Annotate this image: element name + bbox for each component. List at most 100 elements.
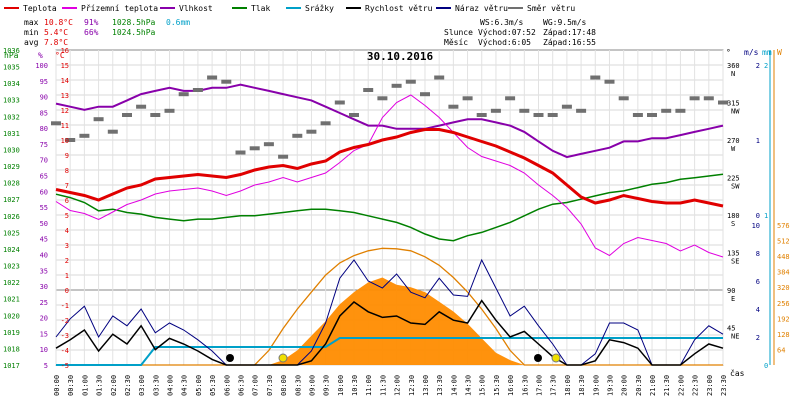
stat-min-press: 1024.5hPa [112,28,156,37]
axis-ms-tick: 0 [756,212,760,220]
axis-temp-tick: 11 [61,122,69,130]
legend-tlak-label: Tlak [251,4,270,13]
wind-dir-mark [221,79,232,84]
axis-x-tick: 14:00 [450,375,458,396]
axis-pct-tick: 75 [40,141,48,149]
series-vlhkost [55,83,724,159]
wind-dir-mark [490,108,501,113]
axis-x-tick: 08:30 [294,375,302,396]
wind-dir-mark [306,129,317,134]
wind-dir-mark [547,113,558,117]
legend: Teplota Přízemní teplota Vlhkost Tlak Srážky… [4,4,575,13]
axis-x-tick: 11:30 [379,375,387,396]
stat-min-label: min [24,28,39,37]
wind-dir-mark [519,108,530,113]
axis-dir-tick: 180 [727,212,740,220]
axis-hpa-tick: 1036 [3,47,20,55]
axis-mm-tick: 1 [764,212,768,220]
axis-x-tick: 03:00 [138,375,146,396]
axis-x-tick: 00:30 [67,375,75,396]
wind-dir-mark [703,96,714,101]
wind-dir-mark [207,75,218,80]
wind-dir-mark [718,100,728,105]
axis-dir-sector: NE [731,333,739,341]
wind-dir-mark [278,154,289,159]
axis-x-tick: 01:30 [96,375,104,396]
axis-ms-tick: 6 [756,278,760,286]
wind-dir-mark [420,92,430,97]
series-naraz [55,258,724,366]
axis-x-tick: 18:00 [564,375,572,396]
axis-x-tick: 06:00 [223,375,231,396]
axis-dir-sector: SW [731,183,740,191]
axis-hpa-tick: 1018 [3,345,20,353]
axis-hpa-tick: 1019 [3,329,20,337]
axis-x-tick: 17:30 [550,375,558,396]
axis-dir-sector: S [731,220,735,228]
axis-temp-tick: 10 [61,137,69,145]
axis-dir-sector: E [731,295,735,303]
wind-dir-mark [93,117,104,122]
radiation-area [56,277,723,365]
axis-dir-tick: 90 [727,287,735,295]
axis-ms-tick: 2 [756,62,760,70]
legend-naraz-label: Náraz větru [455,4,508,13]
axis-hpa-tick: 1034 [3,80,20,88]
wind-dir-mark [632,113,643,117]
axis-temp-tick: -5 [61,362,69,370]
axis-dir-title: ° [726,48,731,57]
wind-dir-mark [235,150,246,155]
wind-dir-mark [462,96,473,101]
axis-w-tick: 320 [777,284,790,292]
axis-pct-tick: 60 [40,188,48,196]
axis-x-tick: 22:30 [692,375,700,396]
axis-dir-tick: 270 [727,137,740,145]
axis-ms-title: m/s [744,48,759,57]
axis-pct-tick: 10 [40,346,48,354]
axis-pct-tick: 15 [40,330,48,338]
wind-dir-mark [192,88,203,92]
axis-hpa-tick: 1032 [3,113,20,121]
info-mesic-vychod: Východ:6:05 [478,38,531,47]
axis-temp-tick: -1 [61,302,69,310]
axis-dir-tick: 360 [727,62,740,70]
axis-dir-tick: 315 [727,100,740,108]
wind-dir-mark [150,113,161,117]
axis-x-tick: 08:00 [280,375,288,396]
axis-w-tick: 512 [777,238,790,246]
axis-w-tick: 128 [777,331,790,339]
wind-dir-mark [51,121,61,126]
stat-min-hum: 66% [84,28,99,37]
axis-temp-tick: 5 [65,212,69,220]
legend-vlhkost-label: Vlhkost [179,4,213,13]
axis-x-tick: 16:30 [521,375,529,396]
axis-x-tick: 03:30 [152,375,160,396]
axis-dir-sector: NW [731,108,740,116]
series-tlak [55,173,724,242]
wind-dir-mark [391,83,402,88]
axis-temp-tick: 4 [65,227,69,235]
info-wg: WG:9.5m/s [543,18,587,27]
stat-max-temp: 10.8°C [44,18,73,27]
wind-dir-mark [292,133,303,138]
axis-x-tick: 14:30 [465,375,473,396]
axis-x-tick: 02:00 [110,375,118,396]
series-teplota [55,128,724,208]
wind-dir-mark [79,133,90,138]
wind-dir-mark [604,79,615,84]
wind-dir-mark [164,108,175,113]
axis-pct-tick: 90 [40,94,48,102]
wind-dir-mark [689,96,700,101]
wind-dir-mark [661,108,672,113]
series-pocitova [55,94,724,258]
axis-temp-tick: -3 [61,332,69,340]
wind-dir-mark [334,100,345,105]
axis-pct-tick: 100 [35,62,48,70]
axis-pct-tick: 45 [40,236,48,244]
axis-x-tick: 19:00 [592,375,600,396]
wind-dir-mark [434,75,445,80]
stat-max-hum: 91% [84,18,99,27]
axis-w-tick: 384 [777,269,790,277]
axis-x-tick: 04:30 [181,375,189,396]
wind-dir-mark [178,92,189,97]
